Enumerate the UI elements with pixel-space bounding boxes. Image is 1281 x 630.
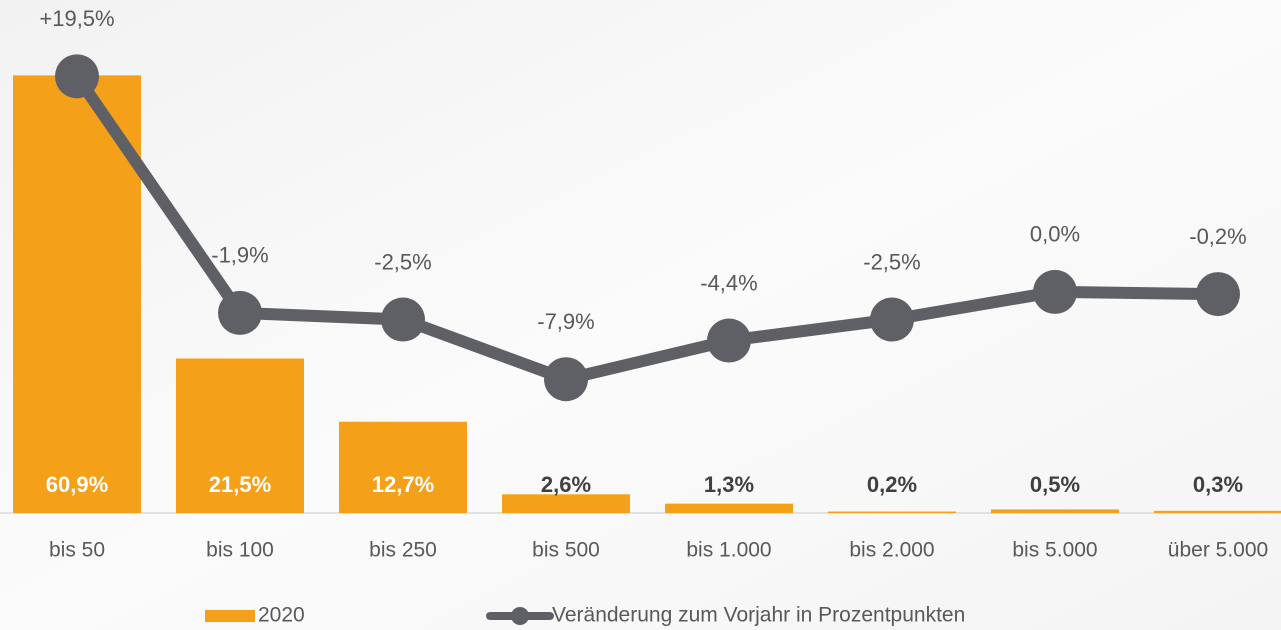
x-tick-label: bis 5.000 xyxy=(1012,539,1097,562)
line-value-label: -1,9% xyxy=(211,243,268,268)
line-point xyxy=(707,318,751,363)
line-value-label: -0,2% xyxy=(1189,224,1246,249)
bar-value-label: 0,2% xyxy=(867,472,917,497)
legend-label: 2020 xyxy=(258,604,305,627)
lines xyxy=(55,54,1240,402)
x-tick-label: bis 500 xyxy=(532,539,600,562)
bar-value-label: 0,5% xyxy=(1030,472,1080,497)
line-value-label: 0,0% xyxy=(1030,222,1080,247)
line-value-label: -4,4% xyxy=(700,270,757,295)
line-point xyxy=(55,54,99,99)
line-point xyxy=(1196,272,1240,317)
line-value-label: -2,5% xyxy=(863,249,920,274)
x-tick-label: bis 100 xyxy=(206,539,274,562)
line-point xyxy=(381,297,425,342)
x-tick-label: bis 2.000 xyxy=(849,539,934,562)
line-point xyxy=(544,357,588,402)
bar xyxy=(1154,510,1281,513)
bar xyxy=(828,511,956,513)
labels: bis 50 bis 100 bis 250 bis 500 bis 1.000 bis … xyxy=(39,6,1268,626)
bar xyxy=(502,494,630,513)
line-value-label: +19,5% xyxy=(39,6,114,31)
x-tick-label: bis 1.000 xyxy=(686,539,771,562)
line-value-label: -7,9% xyxy=(537,309,594,334)
line-point xyxy=(218,290,262,335)
line-value-label: -2,5% xyxy=(374,249,431,274)
bar-value-label: 2,6% xyxy=(541,472,591,497)
bar xyxy=(991,509,1119,513)
legend-swatch-point xyxy=(511,607,529,625)
bar xyxy=(665,503,793,513)
line-point xyxy=(870,297,914,342)
bar-value-label: 21,5% xyxy=(209,472,271,497)
legend-label: Veränderung zum Vorjahr in Prozentpunkte… xyxy=(552,604,965,627)
line xyxy=(72,72,1219,386)
line-point xyxy=(1033,269,1077,314)
bar-value-label: 12,7% xyxy=(372,472,434,497)
bar-value-label: 1,3% xyxy=(704,472,754,497)
x-tick-label: bis 50 xyxy=(49,539,105,562)
x-tick-label: bis 250 xyxy=(369,539,437,562)
legend-swatch xyxy=(205,610,255,622)
bar-value-label: 60,9% xyxy=(46,472,108,497)
bar xyxy=(176,358,304,513)
x-tick-label: über 5.000 xyxy=(1168,539,1268,562)
bar xyxy=(339,421,467,513)
bar-value-label: 0,3% xyxy=(1193,472,1243,497)
